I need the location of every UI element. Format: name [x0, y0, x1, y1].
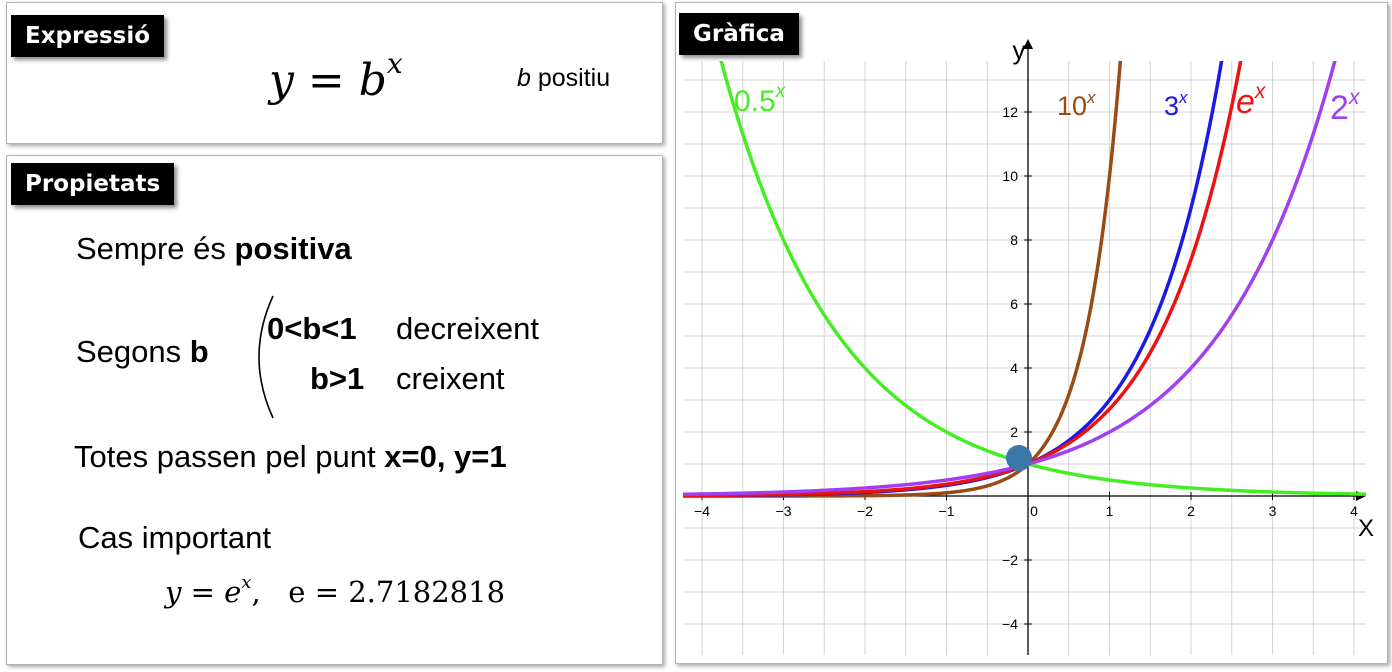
- important-case-formula: y = ex, e = 2.7182818: [165, 572, 505, 609]
- expression-note: b positiu: [517, 64, 610, 93]
- expression-note-text: positiu: [537, 64, 611, 92]
- series-label-0.5: 0.5x: [734, 81, 787, 118]
- series-label-exponent: x: [775, 81, 787, 102]
- series-label-10: 10x: [1057, 88, 1096, 121]
- properties-tag: Propietats: [11, 163, 175, 205]
- curves: [683, 61, 1366, 498]
- series-curve-e: [683, 61, 1243, 498]
- y-tick-label: 10: [1002, 168, 1018, 184]
- important-formula-right: , e = 2.7182818: [251, 575, 506, 609]
- case-increasing-label: creixent: [396, 361, 505, 396]
- y-tick-label: −2: [1002, 552, 1018, 568]
- y-axis-title: y: [1013, 35, 1026, 65]
- series-label-base: 3: [1164, 91, 1179, 121]
- expression-panel: Expressió y = bx b positiu: [6, 2, 663, 144]
- case-increasing: b>1: [310, 361, 364, 397]
- case-increasing-condition: b>1: [310, 361, 365, 396]
- cases-bracket: [258, 295, 274, 419]
- x-tick-label: −4: [694, 503, 710, 519]
- case-decreasing-label: decreixent: [396, 311, 540, 346]
- case-decreasing: 0<b<1: [267, 311, 357, 347]
- always-positive-bold: positiva: [234, 231, 352, 266]
- series-label-3: 3x: [1164, 88, 1188, 121]
- case-decreasing-condition: 0<b<1: [267, 311, 357, 346]
- common-point-prefix: Totes passen pel punt: [74, 439, 376, 474]
- series-curve-3: [683, 61, 1224, 498]
- expression-formula: y = bx: [269, 47, 403, 106]
- series-label-base: 0.5: [734, 85, 776, 118]
- series-label-exponent: x: [1254, 80, 1267, 103]
- expression-formula-exponent: x: [386, 47, 403, 80]
- series-label-exponent: x: [1348, 86, 1361, 109]
- expression-tag: Expressió: [11, 15, 165, 57]
- x-tick-label: −1: [939, 503, 955, 519]
- properties-panel: Propietats Sempre és positiva Segons b 0…: [6, 155, 663, 665]
- series-label-exponent: x: [1178, 88, 1188, 107]
- series-labels: 0.5x 10x 3x ex 2x: [734, 80, 1361, 127]
- series-label-base: 2: [1330, 89, 1349, 127]
- always-positive-line: Sempre és positiva: [76, 231, 352, 267]
- series-label-exponent: x: [1086, 88, 1096, 107]
- common-point-marker: [1006, 445, 1032, 471]
- important-formula-exponent: x: [241, 572, 252, 593]
- x-tick-label: −3: [776, 503, 792, 519]
- depends-bold: b: [189, 334, 209, 369]
- grid: [683, 61, 1366, 655]
- common-point-line: Totes passen pel punt x=0, y=1: [74, 439, 507, 475]
- series-label-e: ex: [1236, 80, 1267, 121]
- x-axis-title: X: [1358, 515, 1374, 542]
- x-tick-label: 2: [1187, 503, 1195, 519]
- depends-on-b-line: Segons b: [76, 334, 209, 370]
- series-label-base: 10: [1057, 91, 1087, 121]
- x-tick-label: −2: [857, 503, 873, 519]
- depends-prefix: Segons: [76, 334, 182, 369]
- y-axis-arrow: [1023, 39, 1033, 49]
- expression-note-var: b: [517, 64, 531, 92]
- important-formula-left: y = e: [165, 575, 242, 609]
- series-label-2: 2x: [1330, 86, 1361, 127]
- y-tick-label: −4: [1002, 616, 1018, 632]
- x-tick-label: 4: [1350, 503, 1358, 519]
- y-tick-label: 8: [1010, 232, 1018, 248]
- y-tick-label: 12: [1002, 104, 1018, 120]
- always-positive-prefix: Sempre és: [76, 231, 226, 266]
- y-tick-label: 6: [1010, 296, 1018, 312]
- series-label-base: e: [1236, 83, 1255, 121]
- x-tick-label: 0: [1030, 503, 1038, 519]
- important-case-title: Cas important: [78, 520, 271, 555]
- expression-formula-base: y = b: [269, 55, 387, 106]
- y-tick-label: 2: [1010, 424, 1018, 440]
- common-point-bold: x=0, y=1: [384, 439, 507, 474]
- y-tick-label: 4: [1010, 360, 1018, 376]
- x-tick-label: 1: [1106, 503, 1114, 519]
- graph-tag: Gràfica: [679, 13, 799, 55]
- x-tick-label: 3: [1269, 503, 1277, 519]
